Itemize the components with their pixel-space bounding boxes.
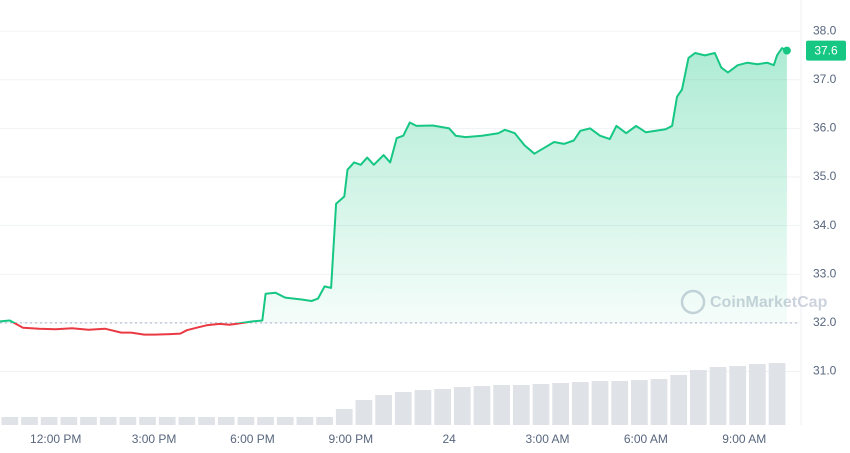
price-area: [0, 48, 787, 323]
y-tick-label: 37.0: [813, 72, 837, 86]
volume-bar: [571, 382, 589, 425]
y-tick-label: 31.0: [813, 364, 837, 378]
volume-bar: [1, 417, 19, 425]
y-tick-label: 36.0: [813, 121, 837, 135]
volume-bar: [414, 390, 432, 425]
volume-bar: [355, 400, 373, 425]
volume-bar: [80, 417, 97, 425]
volume-bar: [40, 417, 58, 425]
x-tick-label: 6:00 AM: [624, 432, 668, 446]
volume-bar: [630, 380, 648, 425]
volume-bar: [650, 379, 668, 425]
x-tick-label: 6:00 PM: [230, 432, 275, 446]
volume-bar: [119, 417, 137, 425]
y-tick-label: 35.0: [813, 169, 837, 183]
volume-bar: [552, 383, 570, 425]
volume-bar: [532, 384, 550, 425]
volume-bar: [316, 417, 333, 425]
volume-bar: [512, 385, 530, 425]
volume-bar: [611, 381, 629, 425]
volume-bar: [237, 417, 255, 425]
y-tick-label: 32.0: [813, 315, 837, 329]
y-tick-label: 33.0: [813, 266, 837, 280]
x-tick-label: 9:00 PM: [328, 432, 373, 446]
volume-bar: [768, 363, 786, 425]
volume-bar: [217, 417, 235, 425]
x-tick-label: 3:00 PM: [132, 432, 177, 446]
volume-bar: [198, 417, 215, 425]
volume-bar: [670, 375, 688, 425]
current-value-label: 37.6: [814, 44, 838, 58]
x-tick-label: 24: [443, 432, 457, 446]
x-tick-label: 9:00 AM: [722, 432, 766, 446]
y-tick-label: 38.0: [813, 23, 837, 37]
volume-bar: [139, 417, 156, 425]
volume-bar: [375, 395, 392, 425]
x-tick-label: 3:00 AM: [526, 432, 570, 446]
volume-bar: [473, 386, 491, 425]
current-value-box: [806, 40, 846, 61]
volume-bar: [335, 409, 353, 425]
volume-bar: [178, 417, 196, 425]
price-line: [0, 47, 788, 336]
volume-bar: [493, 385, 510, 425]
volume-bar: [690, 370, 707, 425]
volume-bar: [257, 417, 274, 425]
last-point: [782, 46, 791, 55]
volume-bar: [434, 389, 451, 425]
volume-bar: [296, 417, 314, 425]
y-tick-label: 34.0: [813, 218, 837, 232]
volume-bar: [394, 392, 412, 425]
volume-bar: [21, 417, 38, 425]
volume-bar: [60, 417, 78, 425]
volume-bar: [729, 366, 747, 425]
x-tick-label: 12:00 PM: [30, 432, 81, 446]
volume-bar: [158, 417, 176, 425]
volume-bar: [709, 367, 727, 425]
volume-bar: [276, 417, 294, 425]
volume-bar: [99, 417, 117, 425]
volume-bar: [453, 387, 471, 425]
volume-bar: [591, 381, 609, 425]
volume-bar: [749, 364, 766, 425]
